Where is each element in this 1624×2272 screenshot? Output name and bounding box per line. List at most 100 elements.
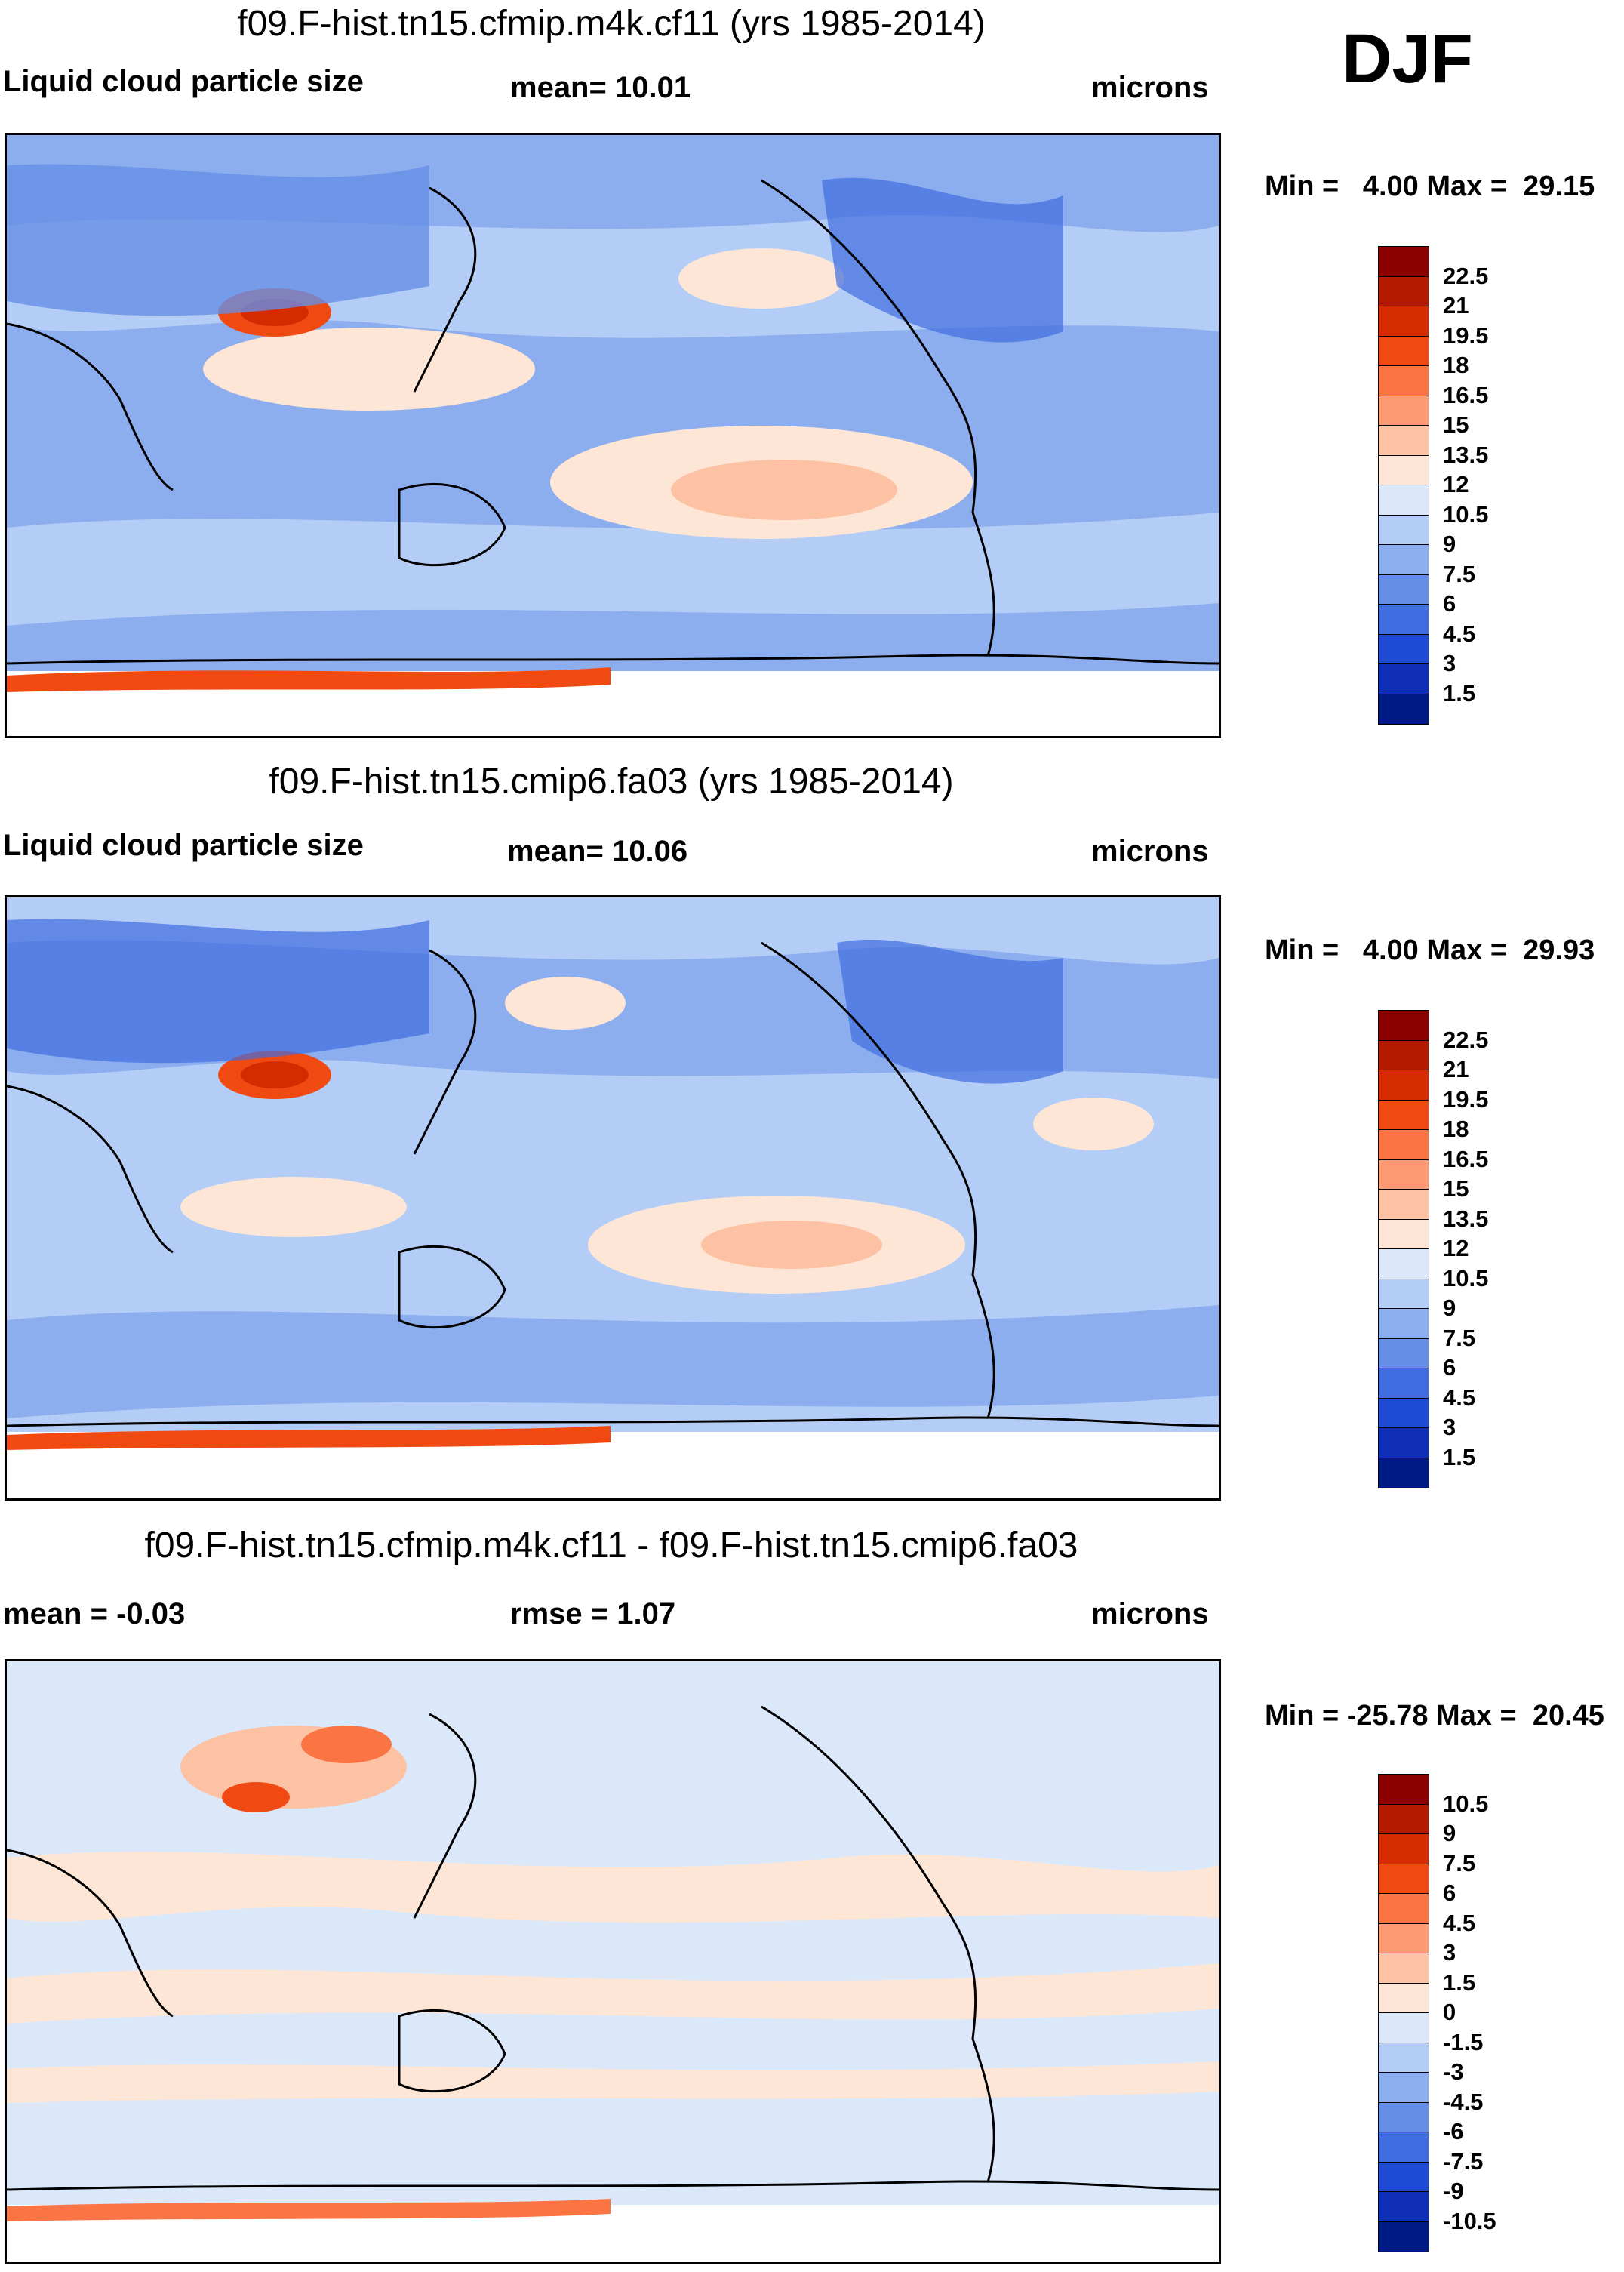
positive-band-tropics — [7, 1963, 1219, 2024]
colorbar-swatch — [1378, 633, 1429, 665]
colorbar-swatch — [1378, 2132, 1429, 2163]
colorbar-tick-label: 4.5 — [1443, 1384, 1476, 1411]
colorbar-tick-label: 7.5 — [1443, 1849, 1476, 1876]
positive-band-south — [7, 2061, 1219, 2103]
antarctic-edge — [7, 667, 611, 692]
colorbar-tick-label: 12 — [1443, 1235, 1469, 1261]
coastline-australia — [398, 1245, 506, 1329]
coastline-australia — [398, 2009, 506, 2093]
season-label: DJF — [1342, 20, 1473, 97]
coastline-australia — [398, 482, 506, 567]
colorbar-tick-label: 7.5 — [1443, 1324, 1476, 1351]
tropical-patch — [203, 328, 535, 411]
coastline-africa — [7, 322, 174, 491]
north-america-fill — [837, 939, 1063, 1084]
colorbar-swatch — [1378, 1923, 1429, 1954]
colorbar-tick-label: 9 — [1443, 531, 1456, 557]
colorbar-tick-label: 10.5 — [1443, 500, 1489, 528]
panel-1-units: microns — [1091, 71, 1209, 104]
coastline-americas — [761, 1705, 995, 2183]
panel-3-minmax: Min = -25.78 Max = 20.45 — [1265, 1700, 1604, 1732]
panel-1-minmax: Min = 4.00 Max = 29.15 — [1265, 171, 1595, 202]
colorbar-swatch — [1378, 425, 1429, 456]
coastline-antarctica — [7, 1416, 1219, 1427]
tropical-patch — [180, 1177, 407, 1237]
panel-1-title: f09.F-hist.tn15.cfmip.m4k.cf11 (yrs 1985… — [237, 4, 986, 44]
colorbar-tick-label: -6 — [1443, 2118, 1464, 2144]
coastline-antarctica — [7, 654, 1219, 665]
panel-1-colorbar: 22.5 21 19.5 18 16.5 15 13.5 12 10.5 9 7.5 6 4.5 3 1.5 — [1378, 246, 1488, 725]
eurasia-fill — [7, 919, 429, 1064]
north-america-fill — [822, 177, 1063, 343]
colorbar-swatch — [1378, 1893, 1429, 1924]
coastline-asia — [413, 1713, 477, 1919]
colorbar-swatch — [1378, 1338, 1429, 1369]
colorbar-swatch — [1378, 1218, 1429, 1250]
colorbar-tick-label: 3 — [1443, 1939, 1456, 1966]
panel-1-variable: Liquid cloud particle size — [3, 65, 364, 98]
colorbar-tick-label: -3 — [1443, 2058, 1464, 2085]
colorbar-tick-label: 6 — [1443, 1879, 1456, 1906]
colorbar-swatch — [1378, 574, 1429, 605]
colorbar-tick-label: 22.5 — [1443, 1026, 1489, 1053]
panel-2-minmax: Min = 4.00 Max = 29.93 — [1265, 934, 1595, 966]
panel-3-rmse: rmse = 1.07 — [510, 1597, 676, 1630]
colorbar-swatch — [1378, 1039, 1429, 1071]
colorbar-swatch — [1378, 1278, 1429, 1310]
asia-core-1 — [301, 1726, 392, 1763]
asia-core-2 — [222, 1782, 290, 1812]
colorbar-tick-label: 18 — [1443, 352, 1469, 378]
colorbar-tick-label: 4.5 — [1443, 620, 1476, 647]
colorbar-swatch — [1378, 1099, 1429, 1131]
colorbar-swatch — [1378, 1982, 1429, 2014]
colorbar-tick-label: 19.5 — [1443, 322, 1489, 349]
colorbar-swatch — [1378, 2072, 1429, 2103]
colorbar-tick-label: 16.5 — [1443, 381, 1489, 408]
colorbar-swatch — [1378, 2191, 1429, 2222]
panel-1-map — [5, 133, 1221, 738]
colorbar-tick-label: 13.5 — [1443, 441, 1489, 468]
colorbar-tick-label: 9 — [1443, 1295, 1456, 1321]
north-pacific-patch — [678, 248, 844, 309]
colorbar-tick-label: 7.5 — [1443, 560, 1476, 587]
colorbar-swatch — [1378, 2221, 1429, 2252]
colorbar-swatch — [1378, 395, 1429, 426]
colorbar-swatch — [1378, 335, 1429, 367]
panel-2-mean: mean= 10.06 — [507, 835, 688, 868]
colorbar-swatch — [1378, 454, 1429, 486]
colorbar-swatch — [1378, 306, 1429, 337]
coastline-americas — [761, 941, 995, 1419]
colorbar-swatch — [1378, 1010, 1429, 1041]
coastline-asia — [413, 186, 477, 393]
colorbar-swatch — [1378, 1308, 1429, 1339]
colorbar-swatch — [1378, 485, 1429, 516]
pacific-core — [701, 1221, 882, 1269]
colorbar-swatch — [1378, 1457, 1429, 1488]
colorbar-swatch — [1378, 693, 1429, 725]
colorbar-tick-label: 6 — [1443, 590, 1456, 617]
panel-2-map — [5, 895, 1221, 1501]
coastline-africa — [7, 1085, 174, 1254]
colorbar-tick-label: 1.5 — [1443, 1969, 1476, 1996]
panel-3-mean: mean = -0.03 — [3, 1597, 186, 1630]
panel-3-title: f09.F-hist.tn15.cfmip.m4k.cf11 - f09.F-h… — [144, 1525, 1078, 1565]
positive-band-north — [7, 1852, 1219, 1923]
colorbar-swatch — [1378, 2042, 1429, 2073]
colorbar-tick-label: 19.5 — [1443, 1085, 1489, 1113]
colorbar-tick-label: 9 — [1443, 1820, 1456, 1846]
colorbar-swatch — [1378, 2012, 1429, 2043]
colorbar-swatch — [1378, 514, 1429, 546]
colorbar-tick-label: 0 — [1443, 1999, 1456, 2025]
colorbar-swatch — [1378, 1803, 1429, 1835]
antarctic-edge — [7, 1426, 611, 1450]
colorbar-swatch — [1378, 1248, 1429, 1279]
colorbar-tick-label: 1.5 — [1443, 679, 1476, 707]
colorbar-swatch — [1378, 1189, 1429, 1220]
colorbar-swatch — [1378, 1427, 1429, 1458]
north-pacific-patch — [505, 977, 626, 1030]
coastline-americas — [761, 179, 995, 657]
subtropical-band-south — [7, 1305, 1219, 1418]
eurasia-fill — [7, 164, 429, 316]
map-ocean-fill — [7, 1661, 1219, 2262]
panel-2-title: f09.F-hist.tn15.cmip6.fa03 (yrs 1985-201… — [269, 762, 954, 802]
